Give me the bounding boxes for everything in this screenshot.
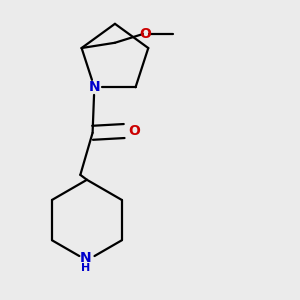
- Text: O: O: [128, 124, 140, 138]
- Text: N: N: [79, 250, 91, 265]
- Text: O: O: [139, 27, 151, 41]
- Text: H: H: [80, 263, 90, 273]
- Text: N: N: [88, 80, 100, 94]
